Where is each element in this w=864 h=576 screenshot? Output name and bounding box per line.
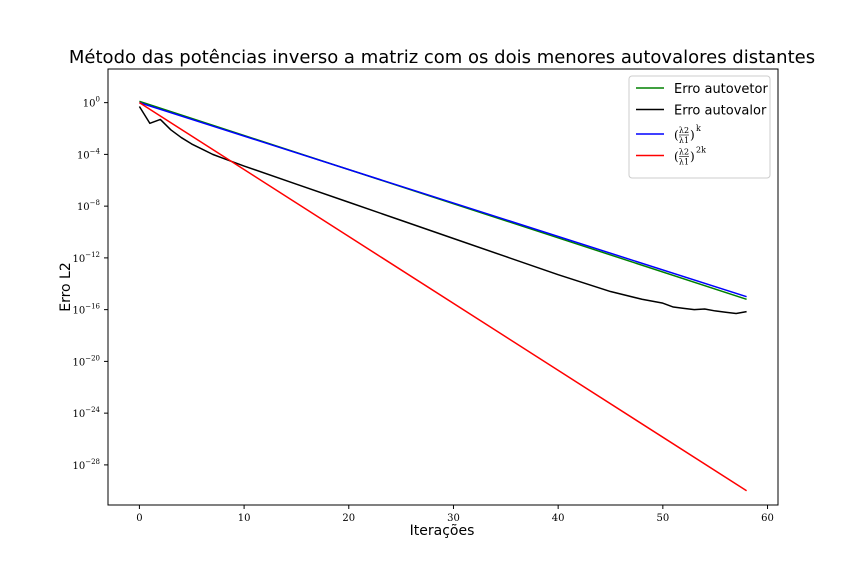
x-tick-label: 40 xyxy=(552,513,565,524)
y-tick-label: 10−24 xyxy=(72,406,100,420)
svg-text:λ2: λ2 xyxy=(679,148,689,157)
x-tick-label: 0 xyxy=(136,513,142,524)
y-tick-label: 10−20 xyxy=(72,354,100,368)
legend-box xyxy=(628,75,771,179)
x-tick-label: 20 xyxy=(342,513,355,524)
svg-text:): ) xyxy=(690,128,695,142)
svg-text:λ2: λ2 xyxy=(679,126,689,135)
svg-text:(: ( xyxy=(674,128,679,142)
y-tick-label: 10−16 xyxy=(72,303,100,317)
svg-text:(: ( xyxy=(674,150,679,164)
plot-area xyxy=(107,68,779,506)
series-line-1 xyxy=(138,106,747,315)
series-line-2 xyxy=(139,101,747,298)
y-tick-label: 10−4 xyxy=(77,147,101,161)
svg-text:k: k xyxy=(696,124,701,133)
chart-title: Método das potências inverso a matriz co… xyxy=(69,47,815,68)
series-line-3 xyxy=(139,102,747,492)
x-tick-label: 10 xyxy=(238,513,251,524)
series-layer xyxy=(138,100,747,492)
legend-label-0: Erro autovetor xyxy=(674,82,768,97)
svg-text:λ1: λ1 xyxy=(679,136,689,145)
x-tick-label: 30 xyxy=(447,513,460,524)
x-tick-label: 50 xyxy=(656,513,669,524)
y-tick-label: 10−8 xyxy=(77,199,100,213)
legend-label-1: Erro autovalor xyxy=(674,104,767,119)
y-tick-label: 10−28 xyxy=(72,458,100,472)
x-tick-label: 60 xyxy=(761,513,774,524)
x-axis-label: Iterações xyxy=(410,523,475,539)
svg-text:2k: 2k xyxy=(696,146,706,155)
svg-text:λ1: λ1 xyxy=(679,158,689,167)
svg-text:): ) xyxy=(690,150,695,164)
y-tick-label: 100 xyxy=(83,96,100,110)
x-axis-ticks: 0 10 20 30 40 50 60 xyxy=(136,505,774,524)
y-tick-label: 10−12 xyxy=(72,251,100,265)
y-axis-label: Erro L2 xyxy=(58,262,74,312)
y-axis-ticks: 100 10−4 10−8 10−12 10−16 10−20 10−24 10−28 xyxy=(72,96,108,472)
